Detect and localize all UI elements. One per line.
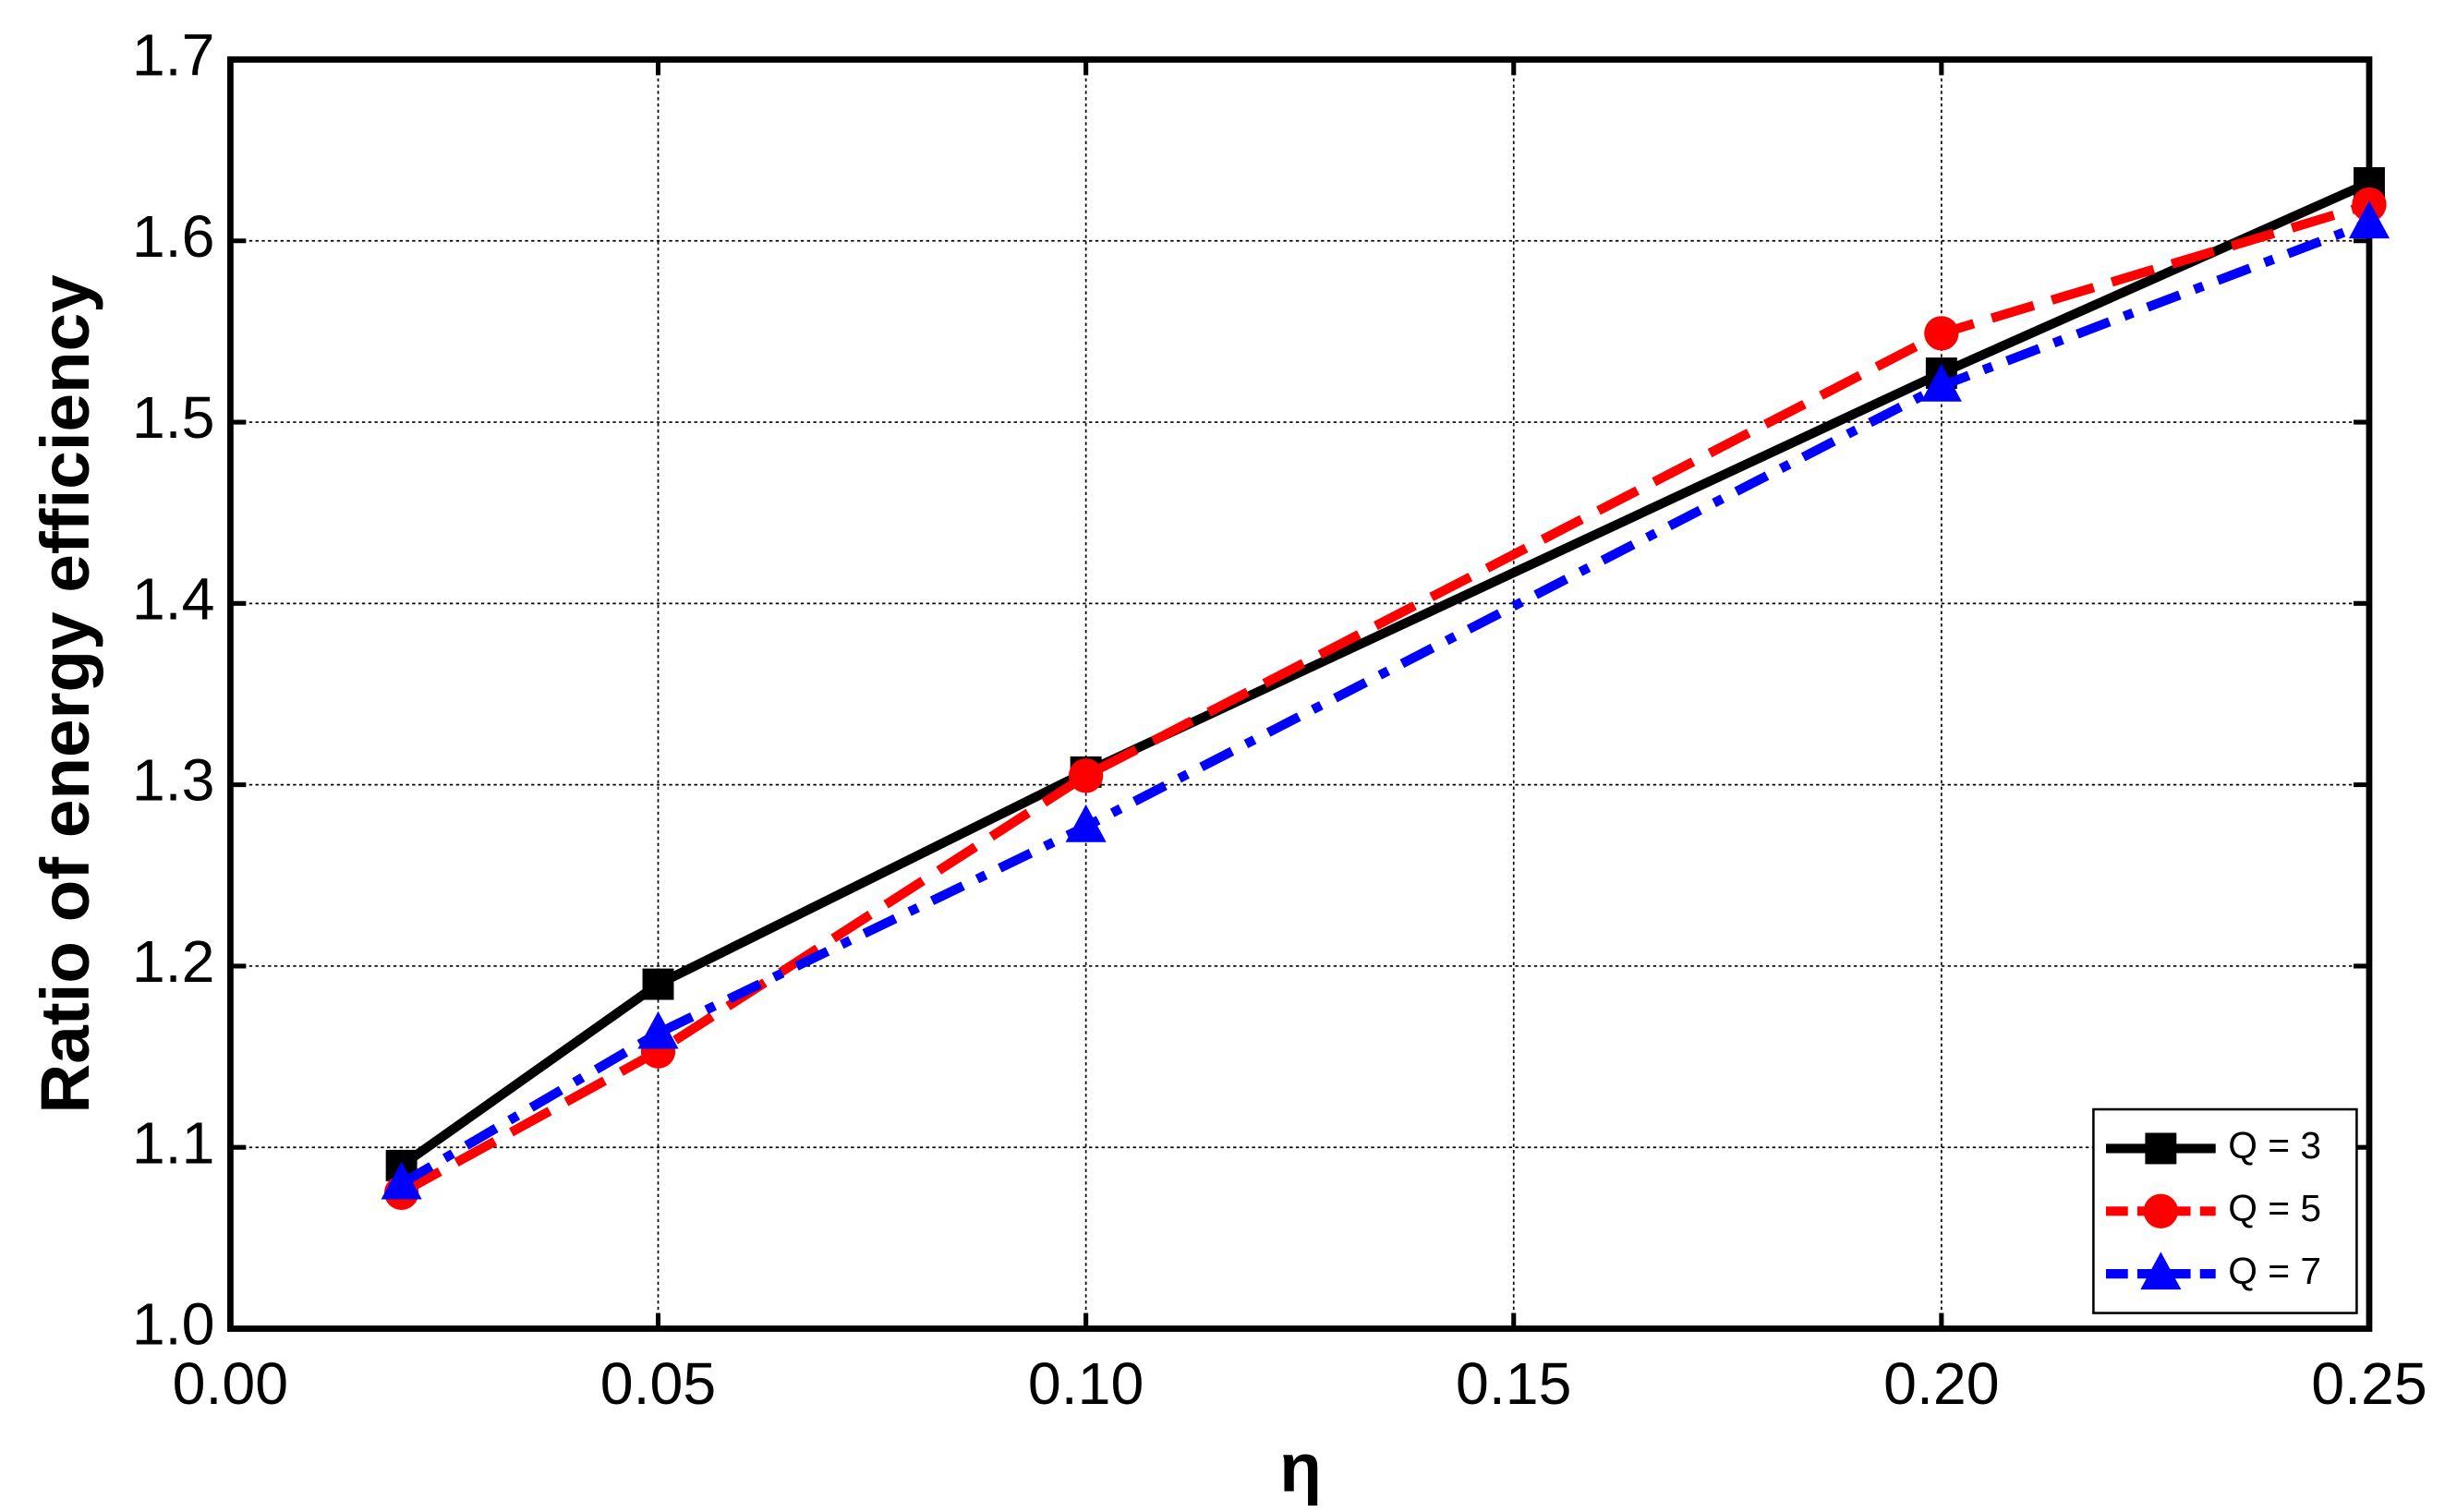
y-tick-label: 1.6	[132, 203, 215, 270]
x-tick-label: 0.05	[600, 1350, 716, 1417]
x-axis-label: η	[1279, 1428, 1322, 1506]
y-tick-label: 1.2	[132, 928, 215, 995]
y-tick-label: 1.1	[132, 1109, 215, 1176]
x-tick-label: 0.00	[173, 1350, 288, 1417]
marker	[2348, 200, 2390, 239]
marker	[1920, 364, 1962, 402]
marker	[1065, 804, 1107, 842]
legend-marker	[2140, 1252, 2182, 1290]
x-tick-label: 0.10	[1028, 1350, 1144, 1417]
legend-label: Q = 7	[2228, 1250, 2321, 1292]
marker	[642, 968, 674, 1000]
series-line	[399, 218, 2371, 1188]
y-tick-label: 1.3	[132, 747, 215, 814]
x-tick-label: 0.15	[1456, 1350, 1571, 1417]
plot-frame	[227, 56, 2373, 1332]
y-tick-label: 1.5	[132, 384, 215, 451]
y-tick-label: 1.4	[132, 565, 215, 632]
x-tick-label: 0.20	[1883, 1350, 1999, 1417]
x-tick-label: 0.25	[2311, 1350, 2427, 1417]
legend-label: Q = 5	[2228, 1187, 2321, 1229]
legend-marker	[2143, 1193, 2179, 1228]
y-tick-label: 1.0	[132, 1291, 215, 1358]
marker	[637, 1010, 679, 1049]
marker	[1068, 758, 1104, 793]
marker	[1924, 316, 1959, 351]
series-line	[399, 200, 2371, 1197]
marker	[381, 1161, 422, 1200]
legend-marker	[2145, 1132, 2177, 1165]
legend-label: Q = 3	[2228, 1124, 2321, 1167]
y-tick-label: 1.7	[132, 21, 215, 88]
y-axis-label: Ratio of energy efficiency	[26, 274, 103, 1114]
